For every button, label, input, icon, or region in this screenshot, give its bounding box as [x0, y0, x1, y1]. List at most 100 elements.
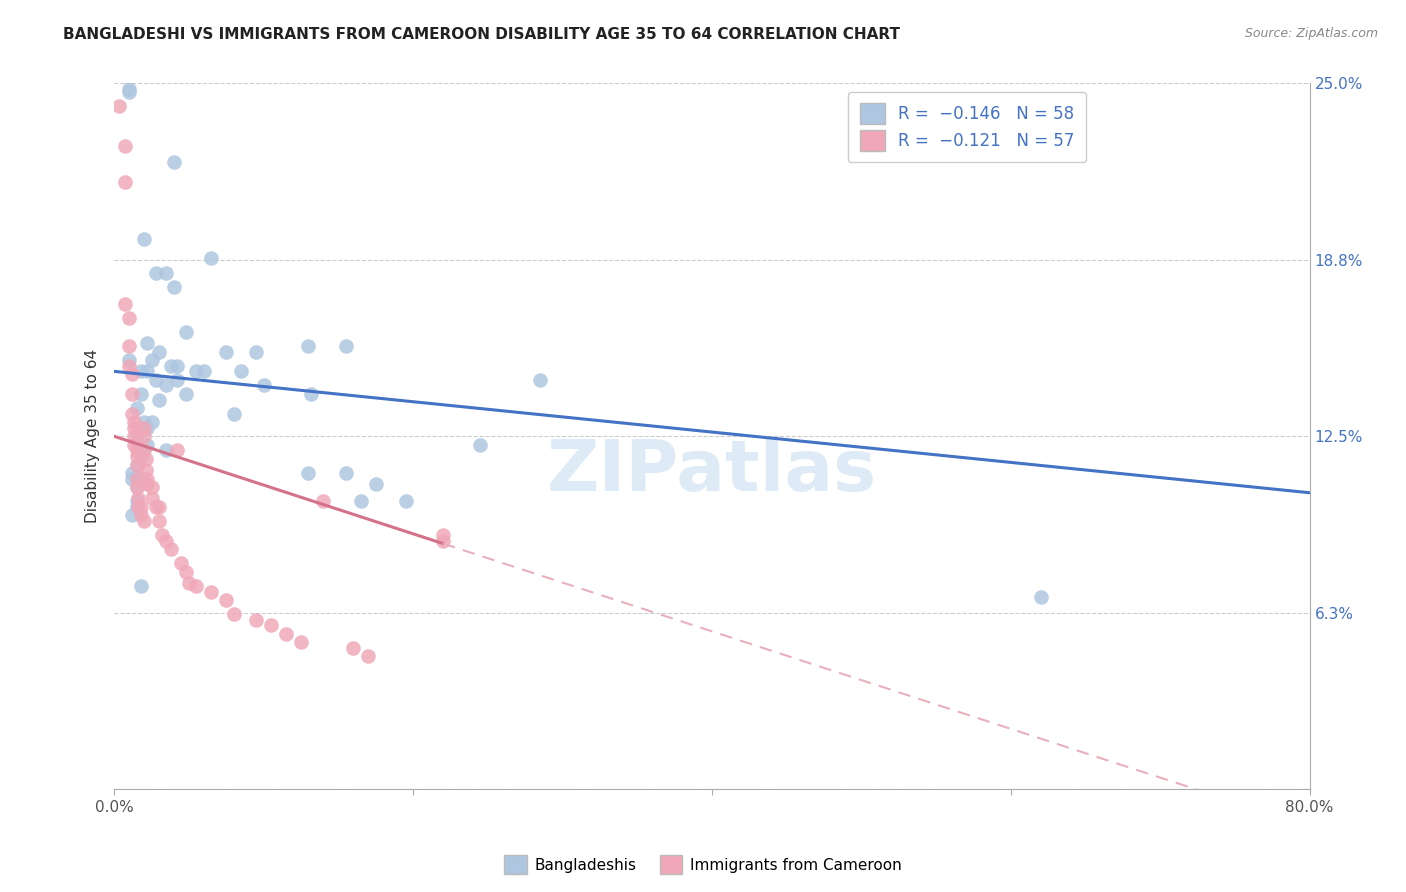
- Point: [127, 500, 149, 514]
- Point: [357, 649, 380, 664]
- Text: Source: ZipAtlas.com: Source: ZipAtlas.com: [1244, 27, 1378, 40]
- Point: [186, 579, 208, 593]
- Point: [245, 613, 267, 627]
- Point: [200, 252, 222, 266]
- Point: [166, 443, 188, 458]
- Point: [136, 477, 159, 491]
- Point: [121, 466, 143, 480]
- Point: [193, 364, 215, 378]
- Point: [122, 421, 145, 435]
- Point: [160, 542, 183, 557]
- Point: [114, 296, 136, 310]
- Point: [136, 364, 159, 378]
- Point: [155, 378, 177, 392]
- Point: [166, 359, 188, 373]
- Point: [125, 443, 148, 458]
- Point: [125, 401, 148, 415]
- Point: [145, 266, 167, 280]
- Point: [114, 175, 136, 189]
- Point: [174, 387, 197, 401]
- Point: [174, 565, 197, 579]
- Point: [132, 429, 155, 443]
- Point: [163, 279, 186, 293]
- Point: [170, 557, 193, 571]
- Point: [125, 480, 148, 494]
- Point: [297, 466, 319, 480]
- Point: [200, 584, 222, 599]
- Point: [125, 500, 148, 514]
- Point: [129, 579, 152, 593]
- Point: [231, 364, 253, 378]
- Point: [122, 429, 145, 443]
- Point: [135, 451, 157, 466]
- Point: [163, 155, 186, 169]
- Point: [118, 339, 141, 353]
- Point: [1029, 590, 1052, 604]
- Point: [118, 353, 141, 368]
- Point: [125, 458, 148, 472]
- Point: [364, 477, 387, 491]
- Point: [125, 494, 148, 508]
- Point: [141, 415, 163, 429]
- Point: [222, 607, 245, 621]
- Point: [312, 494, 335, 508]
- Point: [335, 339, 357, 353]
- Point: [141, 353, 163, 368]
- Point: [148, 514, 170, 528]
- Point: [174, 325, 197, 339]
- Point: [136, 421, 159, 435]
- Point: [121, 407, 143, 421]
- Point: [155, 533, 177, 548]
- Point: [274, 627, 297, 641]
- Point: [252, 378, 274, 392]
- Point: [155, 266, 177, 280]
- Point: [148, 392, 170, 407]
- Point: [132, 415, 155, 429]
- Text: BANGLADESHI VS IMMIGRANTS FROM CAMEROON DISABILITY AGE 35 TO 64 CORRELATION CHAR: BANGLADESHI VS IMMIGRANTS FROM CAMEROON …: [63, 27, 900, 42]
- Point: [129, 500, 152, 514]
- Point: [125, 429, 148, 443]
- Point: [118, 310, 141, 325]
- Point: [141, 480, 163, 494]
- Point: [125, 449, 148, 463]
- Point: [215, 593, 238, 607]
- Point: [350, 494, 373, 508]
- Point: [150, 528, 173, 542]
- Point: [186, 364, 208, 378]
- Point: [177, 576, 200, 591]
- Point: [145, 373, 167, 387]
- Point: [122, 438, 145, 452]
- Point: [132, 232, 155, 246]
- Legend: Bangladeshis, Immigrants from Cameroon: Bangladeshis, Immigrants from Cameroon: [498, 849, 908, 880]
- Point: [121, 387, 143, 401]
- Point: [290, 635, 312, 649]
- Point: [136, 336, 159, 351]
- Point: [125, 472, 148, 486]
- Point: [148, 500, 170, 514]
- Legend: R =  −0.146   N = 58, R =  −0.121   N = 57: R = −0.146 N = 58, R = −0.121 N = 57: [848, 92, 1085, 162]
- Point: [114, 138, 136, 153]
- Point: [260, 618, 283, 632]
- Point: [132, 443, 155, 458]
- Point: [301, 387, 323, 401]
- Point: [118, 82, 141, 96]
- Point: [132, 421, 155, 435]
- Point: [125, 458, 148, 472]
- Point: [335, 466, 357, 480]
- Point: [215, 344, 238, 359]
- Point: [118, 359, 141, 373]
- Point: [148, 344, 170, 359]
- Point: [136, 438, 159, 452]
- Point: [129, 387, 152, 401]
- Point: [121, 367, 143, 381]
- Point: [121, 472, 143, 486]
- Point: [145, 500, 167, 514]
- Point: [166, 373, 188, 387]
- Point: [107, 99, 129, 113]
- Point: [432, 528, 454, 542]
- Point: [129, 449, 152, 463]
- Point: [122, 415, 145, 429]
- Point: [297, 339, 319, 353]
- Point: [529, 373, 551, 387]
- Point: [135, 463, 157, 477]
